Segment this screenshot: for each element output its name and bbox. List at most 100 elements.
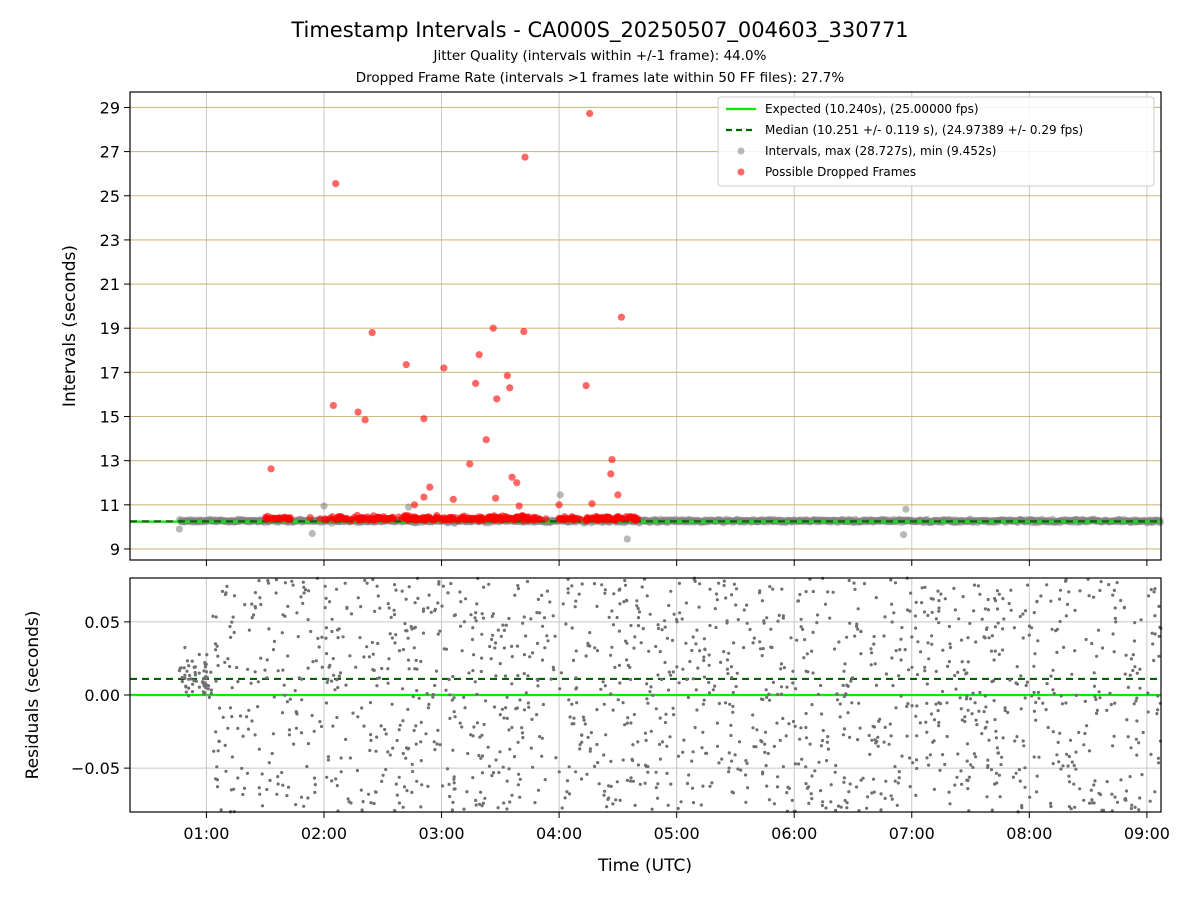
residual-point (612, 592, 615, 595)
residual-point (453, 781, 456, 784)
residual-point (307, 667, 310, 670)
residual-point (710, 781, 713, 784)
residual-point (292, 743, 295, 746)
residual-point (897, 781, 900, 784)
residual-point (1033, 755, 1036, 758)
residual-point (776, 775, 779, 778)
residual-point (696, 667, 699, 670)
residual-point (481, 612, 484, 615)
residual-point (639, 783, 642, 786)
residual-point (846, 711, 849, 714)
residual-point (769, 628, 772, 631)
residual-point (723, 580, 726, 583)
residual-point (761, 599, 764, 602)
residual-point (382, 774, 385, 777)
residual-point (247, 728, 250, 731)
residual-point (967, 709, 970, 712)
residual-point (1001, 627, 1004, 630)
residual-point (717, 761, 720, 764)
residual-point (927, 657, 930, 660)
dropped-frame-outlier-9 (440, 364, 447, 371)
residual-point (974, 701, 977, 704)
residual-point (1093, 671, 1096, 674)
residual-point (229, 636, 232, 639)
residual-point (941, 690, 944, 693)
residual-point (419, 805, 422, 808)
residual-point (874, 741, 877, 744)
residual-point (349, 801, 352, 804)
residual-point (921, 586, 924, 589)
residual-point (1052, 762, 1055, 765)
residual-point (1151, 632, 1154, 635)
residual-point (728, 703, 731, 706)
residual-point (930, 643, 933, 646)
residual-point (695, 708, 698, 711)
residual-point (633, 713, 636, 716)
residual-point (925, 702, 928, 705)
residual-point (991, 809, 994, 812)
residual-point (789, 636, 792, 639)
residual-point (179, 667, 182, 670)
residual-point (1022, 636, 1025, 639)
residual-point (313, 730, 316, 733)
residual-point (374, 750, 377, 753)
residual-point (646, 594, 649, 597)
residual-point (1070, 673, 1073, 676)
residual-point (837, 640, 840, 643)
dropped-frame-point (284, 516, 291, 523)
residual-point (1056, 628, 1059, 631)
residual-point (1129, 746, 1132, 749)
residual-point (1018, 768, 1021, 771)
residual-point (996, 752, 999, 755)
residual-point (393, 613, 396, 616)
residual-point (1036, 639, 1039, 642)
residual-point (1094, 698, 1097, 701)
residual-point (807, 785, 810, 788)
residual-point (243, 787, 246, 790)
residual-point (1130, 807, 1133, 810)
residual-point (945, 701, 948, 704)
residual-point (1049, 805, 1052, 808)
residual-point (223, 661, 226, 664)
residual-point (634, 804, 637, 807)
residual-point (356, 715, 359, 718)
residual-point (821, 800, 824, 803)
residual-point (342, 635, 345, 638)
residual-point (762, 619, 765, 622)
residual-point (216, 785, 219, 788)
residual-point (619, 799, 622, 802)
residual-point (216, 645, 219, 648)
residual-point (765, 688, 768, 691)
residual-point (641, 585, 644, 588)
residual-point (609, 654, 612, 657)
residual-point (1090, 789, 1093, 792)
residual-point (472, 653, 475, 656)
residual-point (422, 632, 425, 635)
residual-point (1135, 719, 1138, 722)
residual-point (732, 691, 735, 694)
residual-point (602, 680, 605, 683)
residual-point (574, 600, 577, 603)
residual-point (734, 753, 737, 756)
residual-point (868, 753, 871, 756)
residual-point (1059, 589, 1062, 592)
residual-point (541, 659, 544, 662)
residual-point (664, 626, 667, 629)
residual-point (748, 628, 751, 631)
residual-point (728, 767, 731, 770)
chart-subtitle-dropped: Dropped Frame Rate (intervals >1 frames … (356, 70, 845, 86)
residual-point (961, 660, 964, 663)
residual-point (817, 761, 820, 764)
residual-point (694, 726, 697, 729)
residual-point (665, 772, 668, 775)
residual-point (1155, 712, 1158, 715)
residual-point (1055, 651, 1058, 654)
residual-point (313, 791, 316, 794)
residual-point (914, 794, 917, 797)
residual-point (518, 796, 521, 799)
residual-point (888, 743, 891, 746)
residual-point (1153, 590, 1156, 593)
residual-point (1093, 685, 1096, 688)
residual-point (822, 729, 825, 732)
dropped-frame-outlier-6 (403, 361, 410, 368)
